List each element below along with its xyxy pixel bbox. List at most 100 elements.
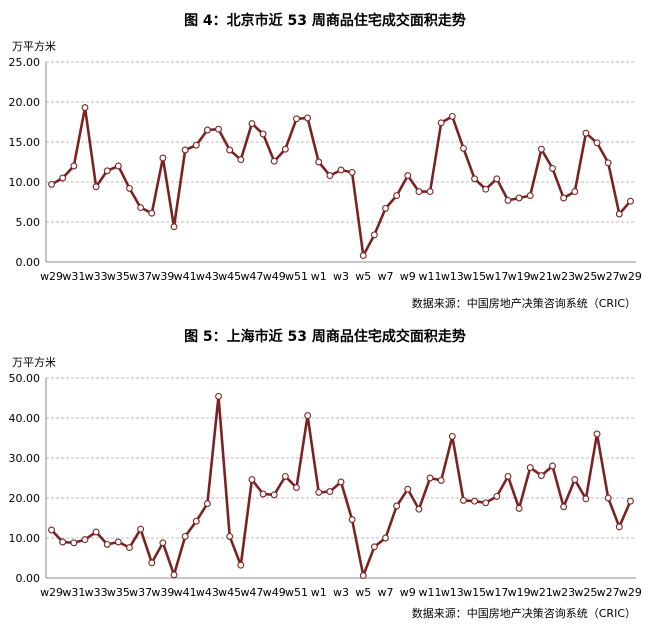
x-tick-label: w47 <box>240 270 263 283</box>
data-point <box>448 432 456 440</box>
y-axis-unit: 万平方米 <box>12 40 56 53</box>
x-tick-label: w49 <box>263 270 286 283</box>
chart-title: 图 4：北京市近 53 周商品住宅成交面积走势 <box>184 13 466 29</box>
x-tick-label: w13 <box>441 270 464 283</box>
y-tick-label: 25.00 <box>9 56 41 69</box>
data-point <box>504 196 512 204</box>
x-tick-label: w41 <box>174 586 197 599</box>
data-point <box>114 162 122 170</box>
data-point <box>304 412 312 420</box>
data-point <box>126 184 133 192</box>
data-point <box>203 126 211 134</box>
data-point <box>315 488 323 496</box>
x-tick-label: w27 <box>597 270 620 283</box>
x-tick-label: w1 <box>311 586 327 599</box>
x-tick-label: w7 <box>378 270 394 283</box>
data-point <box>215 392 222 400</box>
x-tick-label: w37 <box>129 270 152 283</box>
x-tick-label: w15 <box>463 270 486 283</box>
data-point <box>215 125 222 133</box>
data-point <box>626 197 634 205</box>
x-tick-label: w23 <box>552 586 575 599</box>
data-point <box>192 141 200 149</box>
x-tick-label: w41 <box>174 270 197 283</box>
x-tick-label: w31 <box>62 270 85 283</box>
data-point <box>393 502 401 510</box>
data-point <box>482 499 490 507</box>
x-tick-label: w33 <box>85 586 108 599</box>
data-point <box>148 559 156 567</box>
x-tick-label: w9 <box>400 270 416 283</box>
data-point <box>382 534 389 542</box>
data-point <box>226 532 234 540</box>
data-point <box>81 536 89 544</box>
data-point <box>148 209 156 217</box>
data-point <box>170 571 178 579</box>
x-tick-label: w13 <box>441 586 464 599</box>
data-point <box>248 120 256 128</box>
x-tick-label: w5 <box>355 586 371 599</box>
data-point <box>48 180 56 188</box>
data-point <box>615 523 623 531</box>
x-tick-label: w29 <box>40 586 63 599</box>
data-point <box>259 490 267 498</box>
data-point <box>281 472 289 480</box>
data-point <box>393 192 401 200</box>
x-tick-label: w45 <box>218 586 241 599</box>
x-tick-label: w25 <box>574 270 597 283</box>
data-point <box>593 430 601 438</box>
data-point <box>504 472 512 480</box>
data-source-note: 数据来源：中国房地产决策咨询系统（CRIC） <box>411 297 636 310</box>
data-point <box>170 223 178 231</box>
data-point <box>526 464 534 472</box>
y-tick-label: 50.00 <box>9 372 41 385</box>
data-point <box>92 528 100 536</box>
data-point <box>537 472 545 480</box>
data-point <box>48 526 56 534</box>
x-tick-label: w5 <box>355 270 371 283</box>
x-tick-label: w39 <box>151 270 174 283</box>
x-tick-label: w51 <box>285 586 308 599</box>
data-point <box>326 488 334 496</box>
data-point <box>326 172 334 180</box>
x-tick-label: w37 <box>129 586 152 599</box>
data-point <box>560 194 568 202</box>
data-point <box>560 503 568 511</box>
data-point <box>526 192 534 200</box>
data-point <box>92 183 100 191</box>
data-point <box>549 462 556 470</box>
data-point <box>359 572 367 580</box>
x-tick-label: w11 <box>419 586 442 599</box>
data-point <box>471 175 479 183</box>
data-point <box>259 130 267 138</box>
data-point <box>304 114 312 122</box>
x-tick-label: w17 <box>485 270 508 283</box>
data-point <box>482 185 490 193</box>
shanghai-chart-panel: 图 5：上海市近 53 周商品住宅成交面积走势 万平方米 0.00 10.00 20… <box>0 318 650 631</box>
data-point <box>471 497 479 505</box>
x-tick-label: w51 <box>285 270 308 283</box>
data-point <box>281 145 289 153</box>
data-point <box>437 476 445 484</box>
data-point <box>571 188 579 196</box>
data-point <box>70 539 78 547</box>
data-point <box>59 174 67 182</box>
x-tick-label: w43 <box>196 270 219 283</box>
data-point <box>126 544 133 552</box>
chart-title: 图 5：上海市近 53 周商品住宅成交面积走势 <box>184 329 466 345</box>
data-point <box>604 494 612 502</box>
x-tick-label: w21 <box>530 586 553 599</box>
y-tick-label: 20.00 <box>9 96 41 109</box>
data-point <box>515 194 523 202</box>
data-point <box>415 188 423 196</box>
x-tick-label: w11 <box>419 270 442 283</box>
y-tick-label: 30.00 <box>9 452 41 465</box>
x-tick-label: w29 <box>40 270 63 283</box>
y-tick-label: 40.00 <box>9 412 41 425</box>
data-point <box>59 538 67 546</box>
x-tick-label: w19 <box>508 586 531 599</box>
data-point <box>103 167 111 175</box>
x-tick-label: w35 <box>107 270 130 283</box>
data-source-note: 数据来源：中国房地产决策咨询系统（CRIC） <box>411 607 636 620</box>
